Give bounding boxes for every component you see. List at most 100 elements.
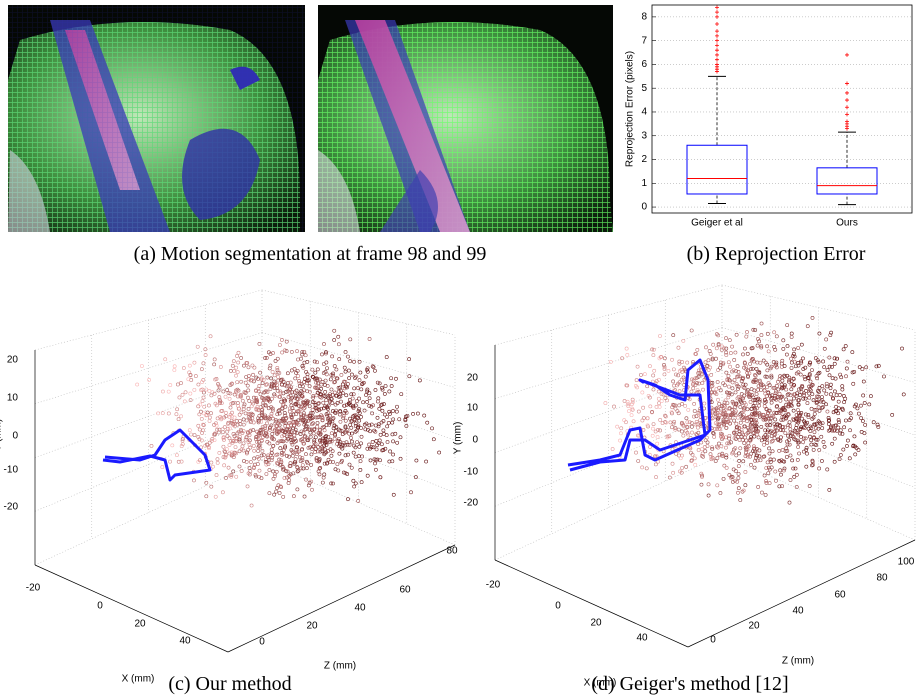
point: [353, 481, 358, 486]
point: [857, 365, 862, 370]
point: [798, 393, 802, 398]
point: [842, 425, 847, 430]
point: [348, 400, 352, 405]
point: [257, 418, 261, 423]
point: [248, 428, 253, 433]
point: [763, 492, 768, 497]
point: [306, 414, 311, 419]
point: [251, 443, 256, 448]
point: [320, 352, 324, 357]
point: [764, 406, 769, 411]
point: [745, 351, 750, 356]
point: [770, 439, 775, 443]
point: [227, 396, 232, 401]
y-tick-label: 2: [641, 154, 647, 165]
point: [293, 395, 298, 400]
point: [808, 379, 813, 384]
point: [228, 368, 233, 373]
point: [776, 387, 781, 392]
point: [648, 404, 653, 409]
point: [715, 483, 720, 488]
point: [785, 344, 790, 348]
point: [695, 425, 700, 430]
point: [319, 406, 324, 411]
point: [710, 446, 715, 451]
point: [324, 360, 329, 365]
point: [279, 419, 284, 423]
point: [696, 430, 701, 435]
point: [369, 422, 374, 427]
point: [338, 419, 343, 424]
flier: [715, 52, 719, 57]
point: [711, 431, 715, 435]
point: [364, 393, 368, 397]
point: [204, 387, 209, 392]
point: [365, 446, 370, 451]
point: [263, 413, 267, 418]
point: [828, 382, 833, 387]
point: [813, 356, 818, 361]
point: [820, 395, 824, 399]
point: [736, 374, 741, 379]
point: [147, 378, 151, 382]
point: [679, 377, 684, 382]
point: [332, 338, 337, 342]
point: [364, 368, 369, 372]
point: [733, 390, 738, 395]
point: [407, 374, 412, 379]
point: [348, 416, 352, 421]
point: [724, 453, 729, 458]
point: [732, 418, 737, 423]
point: [626, 402, 630, 407]
point: [677, 361, 682, 366]
point: [299, 394, 304, 398]
point: [172, 364, 177, 369]
point: [314, 415, 319, 420]
point: [797, 451, 802, 456]
point: [787, 375, 792, 380]
plot-frame: [651, 4, 913, 214]
point: [725, 420, 730, 425]
z-tick-label: 0: [259, 637, 265, 648]
point: [225, 434, 230, 438]
point: [689, 424, 694, 429]
point: [719, 444, 724, 448]
point: [689, 459, 694, 464]
point: [807, 387, 812, 392]
point: [722, 409, 726, 414]
point: [231, 432, 236, 436]
point: [751, 404, 756, 409]
point: [741, 408, 746, 413]
point: [221, 444, 226, 449]
point: [306, 483, 311, 488]
point: [373, 467, 378, 472]
point: [300, 458, 305, 463]
flier: [715, 14, 719, 19]
point: [625, 353, 630, 357]
point: [323, 440, 328, 445]
point: [863, 440, 868, 445]
point: [679, 470, 684, 475]
point: [803, 377, 808, 382]
point: [804, 464, 809, 469]
point: [317, 431, 322, 436]
point: [810, 463, 814, 468]
point: [710, 416, 715, 421]
point: [759, 425, 764, 429]
point: [322, 447, 327, 452]
z-tick-label: 20: [748, 621, 760, 632]
point: [343, 384, 348, 389]
point: [333, 433, 338, 438]
point: [249, 404, 254, 409]
point: [261, 400, 266, 405]
point: [320, 418, 325, 423]
point: [658, 428, 662, 433]
x-tick-label: 0: [97, 601, 103, 612]
point: [662, 365, 667, 369]
point: [315, 408, 319, 413]
point: [328, 447, 333, 452]
point: [631, 419, 636, 424]
point: [840, 384, 845, 389]
point: [630, 397, 635, 402]
point: [329, 481, 334, 486]
